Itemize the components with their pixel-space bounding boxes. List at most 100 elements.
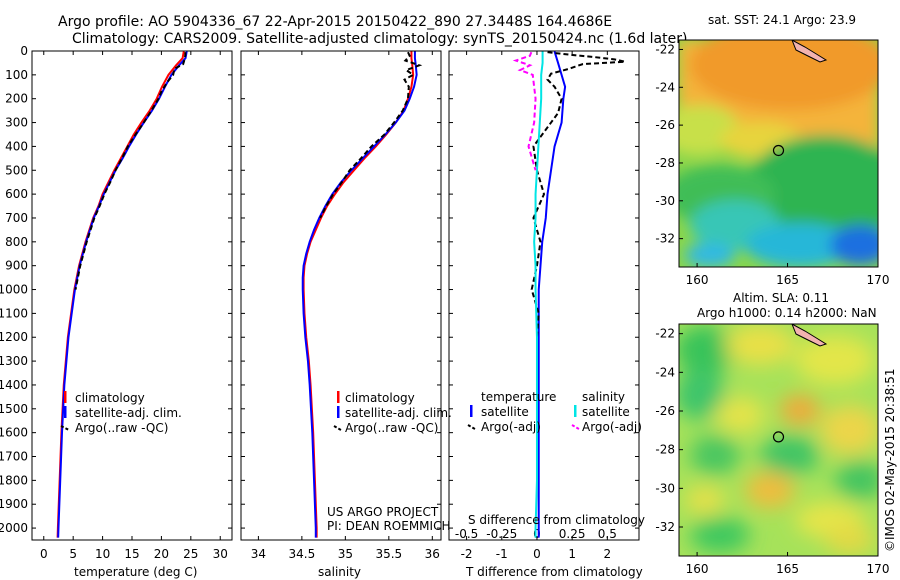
y-tick-label: 1900 [0,497,28,511]
map-y-tick-label: -26 [655,118,675,132]
y-tick-label: 400 [5,139,28,153]
salinity-xlabel: salinity [318,565,361,579]
x-tick-label: -2 [461,547,473,561]
map-y-tick-label: -24 [655,365,675,379]
y-tick-label: 500 [5,163,28,177]
series-line-argo-raw-qc- [319,51,423,219]
series-line-climatology [56,51,185,538]
map-y-tick-label: -22 [655,42,675,56]
legend-swatch-sal-satellite [574,405,577,417]
x-tick-label: 2 [604,547,612,561]
map-x-tick-label: 170 [867,273,890,287]
series-line-satellite-adj-clim- [301,51,418,538]
y-tick-label: 0 [20,44,28,58]
legend-swatch-climatology [337,391,340,403]
s-tick-label: 0 [533,527,541,541]
x-tick-label: 1 [568,547,576,561]
title-line-2: Climatology: CARS2009. Satellite-adjuste… [72,31,687,47]
map-x-tick-label: 165 [776,273,799,287]
y-tick-label: 1400 [0,378,28,392]
temperature-xlabel: temperature (deg C) [74,565,197,579]
x-tick-label: 35.5 [375,547,402,561]
y-tick-label: 2000 [0,521,28,535]
y-tick-label: 1600 [0,426,28,440]
s-tick-label: -0.25 [486,527,517,541]
map-x-tick-label: 160 [686,273,709,287]
x-tick-label: 0 [533,547,541,561]
legend-title-salinity: salinity [582,390,625,404]
legend-swatch-satellite [64,406,67,418]
s-tick-label: 0.25 [559,527,586,541]
map-y-tick-label: -32 [655,520,675,534]
sst-map-title: sat. SST: 24.1 Argo: 23.9 [708,13,856,27]
legend-label-temp-satellite: satellite [481,405,529,419]
x-tick-label: 30 [213,547,228,561]
map-y-tick-label: -32 [655,232,675,246]
legend-label-satellite: satellite-adj. clim. [345,406,452,420]
sla-map-ticks: 160 165 170 -22 -24 -26 -28 -30 -32 [655,327,889,576]
difference-axes [448,50,640,541]
sst-map-ticks: 160 165 170 -22 -24 -26 -28 -30 -32 [655,42,889,287]
legend-swatch-climatology [64,391,67,403]
y-tick-label: 300 [5,116,28,130]
sla-map [679,324,878,556]
legend-swatch-satellite [337,406,340,418]
map-x-tick-label: 170 [867,562,890,576]
sst-map [679,40,878,267]
salinity-plot: 34 34.5 35 35.5 36 [241,50,441,561]
temperature-plot: 0 5 10 15 20 25 300100200300400500600700800900… [0,44,232,561]
y-tick-label: 1000 [0,283,28,297]
sla-map-title-1: Altim. SLA: 0.11 [733,291,829,305]
y-tick-label: 700 [5,211,28,225]
title-line-1: Argo profile: AO 5904336_67 22-Apr-2015 … [58,14,612,30]
difference-xlabel-top: S difference from climatology [468,513,645,527]
sla-map-title-2: Argo h1000: 0.14 h2000: NaN [697,306,877,320]
y-tick-label: 600 [5,187,28,201]
legend-swatch-temp-argo [467,424,476,430]
sst-argo-marker [772,144,785,157]
imos-timestamp: ©IMOS 02-May-2015 20:38:51 [883,368,897,552]
legend-swatch-argo [60,425,70,431]
map-y-tick-label: -22 [655,327,675,341]
legend-label-climatology: climatology [75,391,145,405]
legend-swatch-argo [333,425,342,431]
x-tick-label: 15 [124,547,139,561]
x-tick-label: 36 [425,547,440,561]
series-line-argo-raw-qc- [74,52,187,290]
y-tick-label: 1200 [0,330,28,344]
y-tick-label: 100 [5,68,28,82]
project-annotation: US ARGO PROJECT [327,505,439,519]
map-y-tick-label: -30 [655,194,675,208]
legend-label-sal-argo: Argo(-adj) [582,420,642,434]
difference-xlabel: T difference from climatology [465,565,643,579]
salinity-legend: climatology satellite-adj. clim. Argo(..… [333,391,452,435]
series-line-climatology [302,51,415,538]
map-y-tick-label: -30 [655,481,675,495]
pi-annotation: PI: DEAN ROEMMICH [327,519,450,533]
y-tick-label: 1100 [0,306,28,320]
x-tick-label: 25 [183,547,198,561]
temperature-legend: climatology satellite-adj. clim. Argo(..… [60,391,182,435]
map-x-tick-label: 165 [776,562,799,576]
legend-swatch-sal-argo [571,424,580,430]
x-tick-label: 0 [40,547,48,561]
series-line-satellite-adj-clim- [57,51,188,538]
x-tick-label: 34.5 [289,547,316,561]
y-tick-label: 1300 [0,354,28,368]
series-line-argo-adj-salinity- [512,51,537,171]
legend-label-argo: Argo(..raw -QC) [345,421,438,435]
legend-title-temperature: temperature [481,390,556,404]
y-tick-label: 800 [5,235,28,249]
y-tick-label: 200 [5,92,28,106]
x-tick-label: 35 [338,547,353,561]
legend-label-argo: Argo(..raw -QC) [75,421,168,435]
legend-label-satellite: satellite-adj. clim. [75,406,182,420]
map-y-tick-label: -26 [655,404,675,418]
salinity-axes [240,50,442,541]
x-tick-label: 5 [69,547,77,561]
sst-map-frame [678,39,879,268]
legend-swatch-temp-satellite [470,405,473,417]
map-y-tick-label: -24 [655,80,675,94]
difference-legend: temperature salinity satellite Argo(-adj… [467,390,642,434]
y-tick-label: 1500 [0,402,28,416]
